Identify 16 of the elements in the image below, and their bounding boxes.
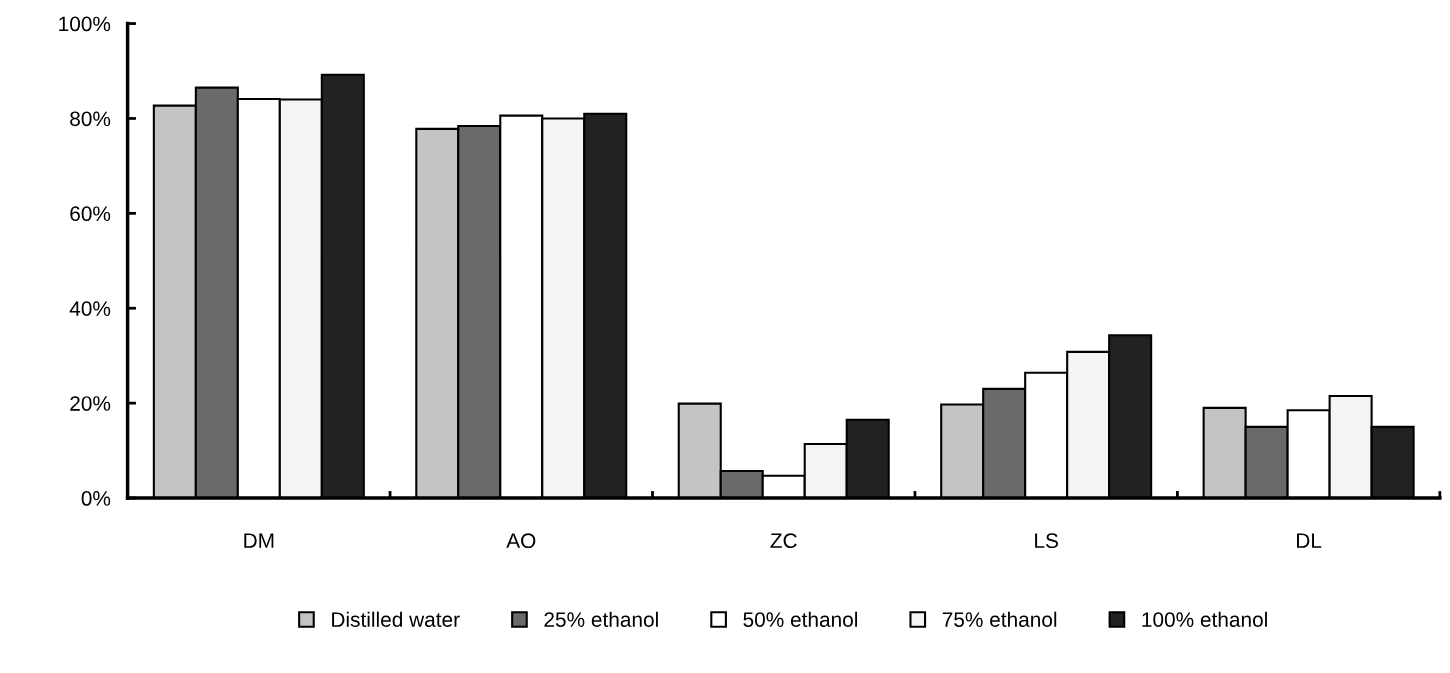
legend-label: 25% ethanol <box>544 611 658 627</box>
y-tick-label: 100% <box>59 16 111 32</box>
legend-label: 100% ethanol <box>1142 611 1267 627</box>
y-tick-label: 40% <box>69 301 111 316</box>
y-tick-label: 0% <box>81 491 111 506</box>
y-tick-label: 60% <box>70 206 111 222</box>
x-tick-label: AO <box>506 533 536 549</box>
x-tick-label: ZC <box>770 533 797 549</box>
x-tick-label: LS <box>1035 533 1058 549</box>
y-tick-label: 20% <box>70 396 111 411</box>
y-tick-label: 80% <box>70 111 111 127</box>
legend-label: Distilled water <box>332 611 460 627</box>
x-tick-label: DM <box>244 533 274 548</box>
x-tick-label: DL <box>1297 533 1322 548</box>
legend-label: 50% ethanol <box>743 611 857 627</box>
legend-label: 75% ethanol <box>942 611 1057 627</box>
